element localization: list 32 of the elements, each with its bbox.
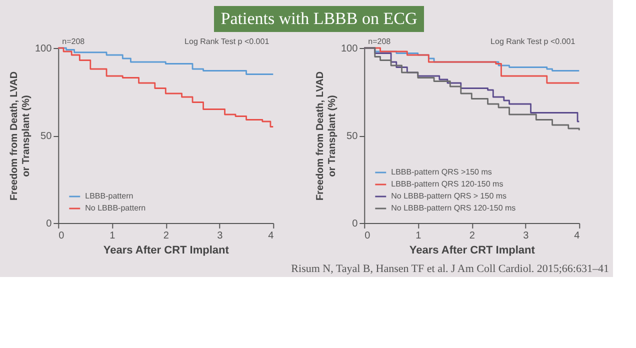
legend-label: No LBBB-pattern QRS > 150 ms <box>391 192 507 200</box>
y-tick-label: 0 <box>46 218 52 230</box>
y-tick-label: 50 <box>40 131 52 142</box>
x-tick-label: 1 <box>110 230 116 242</box>
x-axis-title: Years After CRT Implant <box>103 244 230 256</box>
text: Log Rank Test p <0.001 <box>490 37 576 46</box>
text: Risum N, Tayal B, Hansen TF et al. J Am Coll Cardiol. 2015;66:631–41 <box>291 263 609 275</box>
x-tick-label: 3 <box>217 230 224 242</box>
legend-label: LBBB-pattern <box>85 192 134 200</box>
legend-label: LBBB-pattern QRS 120-150 ms <box>391 180 504 188</box>
y-axis-title: Freedom from Death, LVAD or Transplant (%) <box>314 71 338 201</box>
x-tick-label: 0 <box>58 230 65 242</box>
x-tick-label: 4 <box>268 230 274 242</box>
y-tick-label: 0 <box>352 218 358 230</box>
y-tick-label: 100 <box>34 44 52 54</box>
y-tick-label: 100 <box>340 44 358 54</box>
x-tick-label: 0 <box>364 230 371 242</box>
x-tick-label: 2 <box>469 230 476 242</box>
text: n=208 <box>62 37 86 46</box>
legend-label: LBBB-pattern QRS >150 ms <box>391 168 492 176</box>
text: Log Rank Test p <0.001 <box>184 37 270 46</box>
text: Patients with LBBB on ECG <box>220 9 418 28</box>
x-tick-label: 1 <box>416 230 422 242</box>
text: n=208 <box>368 37 392 46</box>
x-tick-label: 2 <box>163 230 170 242</box>
x-tick-label: 3 <box>523 230 530 242</box>
legend-label: No LBBB-pattern <box>85 204 146 212</box>
y-tick-label: 50 <box>346 131 358 142</box>
x-axis-title: Years After CRT Implant <box>409 244 536 256</box>
y-axis-title: Freedom from Death, LVAD or Transplant (%) <box>8 71 32 201</box>
legend-label: No LBBB-pattern QRS 120-150 ms <box>391 204 516 212</box>
x-tick-label: 4 <box>574 230 580 242</box>
